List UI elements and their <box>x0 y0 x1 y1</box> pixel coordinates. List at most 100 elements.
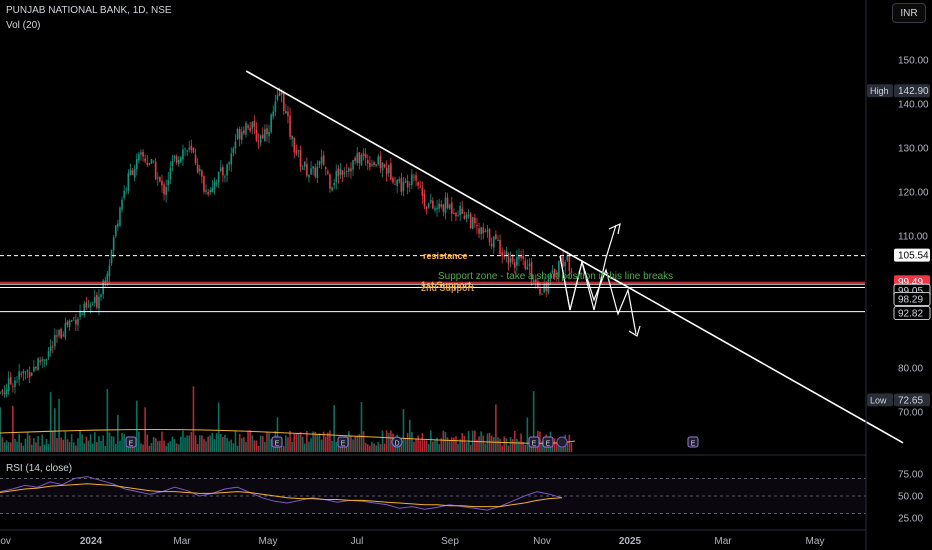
candle-body <box>408 184 411 185</box>
earnings-marker-icon[interactable] <box>125 436 137 448</box>
candle-body <box>541 293 543 295</box>
volume-bar <box>100 441 102 452</box>
earnings-marker-icon[interactable] <box>337 436 349 448</box>
volume-bar <box>213 439 216 452</box>
candle-body <box>505 250 508 256</box>
candle-body <box>341 170 344 175</box>
candle-body <box>366 160 369 164</box>
candle-body <box>534 279 537 283</box>
candle-body <box>459 206 461 215</box>
volume-bar <box>79 430 81 452</box>
candle-body <box>457 215 459 217</box>
lightning-icon[interactable] <box>556 436 568 448</box>
candle-body <box>138 154 140 161</box>
candle-body <box>308 174 310 178</box>
volume-bar <box>121 432 123 452</box>
earnings-marker-icon[interactable] <box>687 436 699 448</box>
x-axis-tick-label: Sep <box>441 536 459 547</box>
dividend-marker-icon[interactable] <box>391 436 403 448</box>
candle-body <box>385 167 388 175</box>
candle-body <box>205 190 207 192</box>
candle-body <box>222 167 224 176</box>
volume-bar <box>188 435 191 452</box>
earnings-marker-icon[interactable] <box>528 436 540 448</box>
forecast-path-down[interactable] <box>559 255 637 335</box>
candle-body <box>110 249 113 264</box>
candle-body <box>358 152 361 164</box>
volume-bar <box>268 432 270 452</box>
candle-body <box>398 179 401 182</box>
volume-bar <box>476 439 478 452</box>
candle-body <box>272 111 275 117</box>
volume-indicator-label[interactable]: Vol (20) <box>6 20 41 31</box>
volume-bar <box>192 386 195 452</box>
earnings-marker-icon[interactable] <box>542 436 554 448</box>
volume-bar <box>303 443 306 452</box>
volume-bar <box>469 445 472 452</box>
volume-bar <box>348 431 350 452</box>
volume-bar <box>375 445 377 452</box>
candle-body <box>280 90 283 95</box>
candle-body <box>297 150 300 152</box>
volume-bar <box>85 436 88 452</box>
reference-price-tag: 92.82 <box>893 306 931 320</box>
earnings-marker-icon[interactable] <box>271 436 283 448</box>
reference-price-tag-bg <box>894 248 930 262</box>
low-tag-value: 72.65 <box>898 395 923 406</box>
currency-button[interactable]: INR <box>892 3 926 23</box>
volume-bar <box>457 443 459 452</box>
candle-body <box>329 174 331 189</box>
candle-body <box>163 184 165 195</box>
candle-body <box>518 255 520 260</box>
event-marker-label: E <box>546 441 551 448</box>
candle-body <box>434 208 436 211</box>
volume-bar <box>266 431 268 452</box>
volume-bar <box>102 435 104 452</box>
volume-bar <box>247 430 249 452</box>
rsi-indicator-label[interactable]: RSI (14, close) <box>6 463 73 474</box>
annotation-resistance: resistance <box>423 251 468 261</box>
x-axis-tick-label: 2025 <box>619 536 642 547</box>
candle-body <box>318 161 321 165</box>
volume-bar <box>324 436 327 452</box>
candle-body <box>257 140 260 142</box>
candle-body <box>484 230 487 233</box>
x-axis-tick-label: May <box>806 536 825 547</box>
volume-bar <box>240 438 243 452</box>
x-axis-tick-label: Nov <box>0 536 11 547</box>
volume-bar <box>182 430 184 452</box>
trendline[interactable] <box>245 70 904 444</box>
volume-bar <box>402 409 405 452</box>
candle-body <box>335 170 338 182</box>
rsi-ma-line <box>0 483 563 508</box>
candle-body <box>243 130 245 134</box>
candle-body <box>100 294 102 297</box>
rsi-axis-tick-label: 50.00 <box>898 492 923 503</box>
volume-bar <box>534 444 537 452</box>
volume-bar <box>226 437 228 452</box>
candle-body <box>285 110 287 114</box>
candle-body <box>406 180 409 188</box>
rsi-line <box>0 476 563 511</box>
volume-bar <box>280 442 283 452</box>
volume-bar <box>54 408 56 452</box>
reference-price-tag-value: 92.82 <box>898 309 923 320</box>
candle-body <box>490 243 493 247</box>
volume-bar <box>205 441 207 452</box>
volume-bar <box>331 440 333 452</box>
volume-bar <box>455 436 457 452</box>
candle-body <box>117 223 119 227</box>
candle-body <box>1 390 4 393</box>
volume-bar <box>404 438 407 452</box>
volume-bar <box>509 436 512 452</box>
volume-bar <box>75 445 77 452</box>
candle-body <box>228 162 230 165</box>
volume-bar <box>539 431 541 452</box>
candle-body <box>520 256 522 258</box>
candle-body <box>274 101 277 112</box>
candle-body <box>213 181 216 190</box>
candle-body <box>93 296 96 304</box>
rsi-layer <box>0 454 866 514</box>
high-tag: 142.90 High <box>867 84 930 98</box>
